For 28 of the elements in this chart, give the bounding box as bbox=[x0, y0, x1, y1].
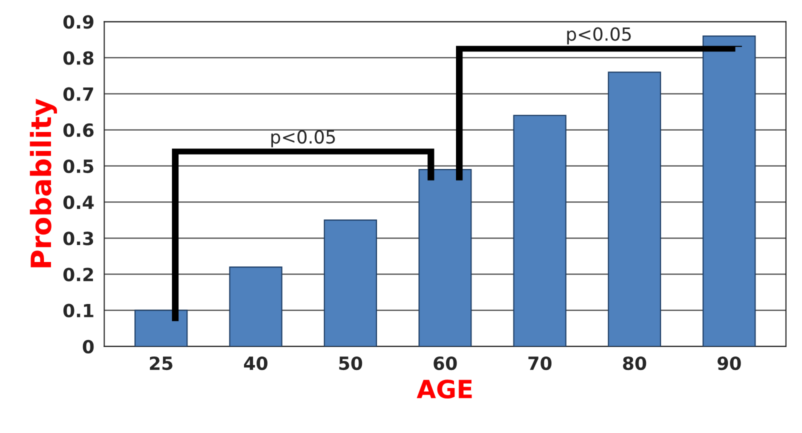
x-axis-title: AGE bbox=[416, 380, 472, 399]
bar bbox=[418, 169, 472, 346]
bar bbox=[608, 72, 662, 346]
y-tick-label: 0.3 bbox=[63, 232, 94, 246]
bar bbox=[134, 310, 188, 346]
annotation: p<0.05 bbox=[271, 130, 335, 148]
bar bbox=[702, 36, 756, 346]
y-tick-label: 0.8 bbox=[63, 51, 94, 65]
y-tick-label: 0.2 bbox=[63, 268, 93, 282]
y-tick-label: 0 bbox=[82, 340, 94, 354]
y-axis-title: Probability bbox=[30, 98, 57, 268]
y-tick-label: 0.6 bbox=[63, 123, 94, 138]
bar bbox=[229, 266, 282, 346]
x-tick-label: 40 bbox=[244, 356, 268, 370]
x-tick-label: 80 bbox=[623, 356, 646, 370]
y-tick-label: 0.9 bbox=[63, 15, 94, 29]
y-tick-label: 0.4 bbox=[63, 196, 94, 210]
x-tick-label: 60 bbox=[434, 356, 457, 370]
annotation: p<0.05 bbox=[567, 27, 631, 44]
y-tick-label: 0.5 bbox=[63, 159, 94, 174]
y-tick-label: 0.1 bbox=[63, 304, 94, 318]
x-tick-label: 90 bbox=[718, 356, 741, 370]
bar bbox=[324, 220, 378, 346]
x-tick-label: 25 bbox=[150, 356, 172, 370]
y-tick-label: 0.7 bbox=[63, 87, 94, 101]
x-tick-label: 70 bbox=[528, 356, 552, 370]
bar bbox=[513, 114, 566, 346]
x-tick-label: 50 bbox=[339, 356, 362, 370]
